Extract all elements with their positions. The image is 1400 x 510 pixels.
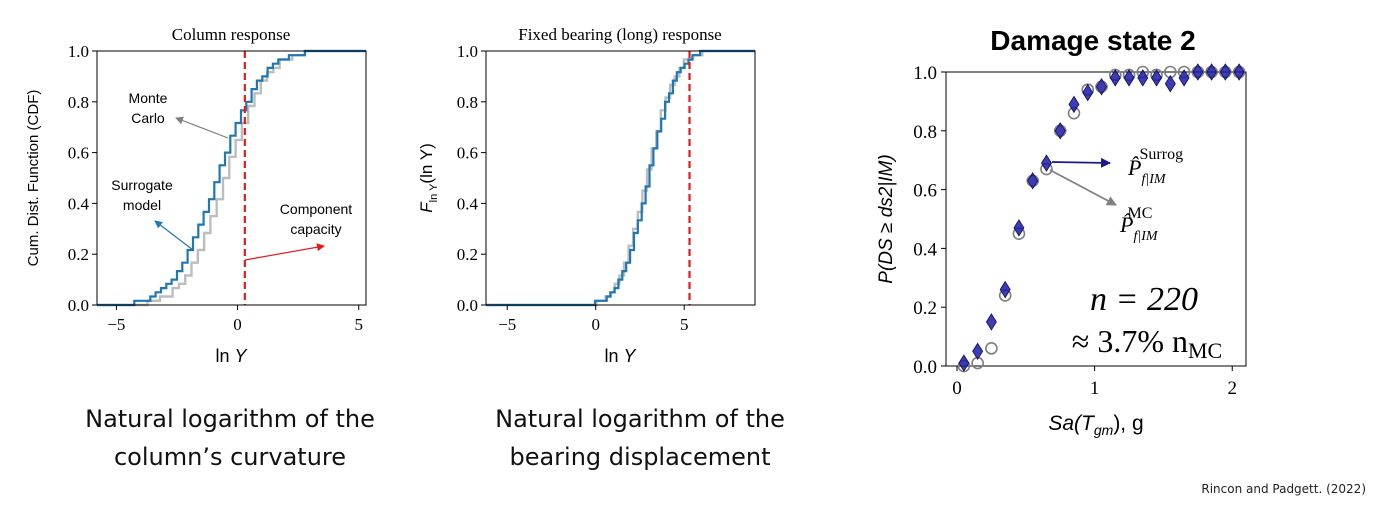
chart2-series-monte-carlo <box>486 49 755 307</box>
chart3-title: Damage state 2 <box>990 25 1195 56</box>
chart3-point-surrogate <box>1151 69 1163 87</box>
chart3-point-surrogate <box>1027 172 1039 190</box>
chart-damage-state-2: Damage state 2 0.0 0.2 0.4 0.6 0.8 1.0 0 1 2 P(D… <box>876 25 1247 438</box>
chart3-xtick-label: 0 <box>952 378 962 399</box>
chart1-ylabel: Cum. Dist. Function (CDF) <box>25 90 42 267</box>
annotation-surrogate: Surrogate <box>111 177 173 193</box>
chart3-point-surrogate <box>1109 69 1121 87</box>
chart3-xtick-label: 2 <box>1227 378 1237 399</box>
chart3-ytick-label: 0.8 <box>913 122 937 143</box>
annotation-percent: ≈ 3.7% nMC <box>1072 323 1222 363</box>
chart3-point-surrogate <box>1040 154 1052 172</box>
chart3-ytick-label: 0.6 <box>913 181 937 202</box>
caption-middle-line1: Natural logarithm of the <box>495 405 785 433</box>
chart3-ytick-label: 0.4 <box>913 239 937 260</box>
chart3-data-layer <box>957 63 1246 373</box>
chart2-ytick-label: 1.0 <box>457 42 478 61</box>
chart3-xtick-label: 1 <box>1090 378 1100 399</box>
chart3-point-surrogate <box>1164 75 1176 93</box>
chart2-title: Fixed bearing (long) response <box>518 25 721 44</box>
chart2-ytick-label: 0.8 <box>457 93 478 112</box>
arrow-surrogate <box>154 220 194 251</box>
chart3-point-surrogate <box>985 313 997 331</box>
chart3-point-surrogate <box>1233 63 1245 81</box>
arrow-monte-carlo <box>175 116 229 139</box>
caption-middle: Natural logarithm of the bearing displac… <box>450 400 830 476</box>
chart2-series-surrogate <box>486 49 755 307</box>
arrow-mc-legend <box>1049 169 1117 206</box>
caption-middle-line2: bearing displacement <box>509 443 771 471</box>
annotation-monte-carlo-2: Carlo <box>131 110 165 126</box>
legend-surrogate-label: P̂f|IMSurrog <box>1127 146 1183 187</box>
chart3-point-surrogate <box>1178 69 1190 87</box>
chart3-ticks: 0.0 0.2 0.4 0.6 0.8 1.0 0 1 2 <box>913 63 1237 399</box>
arrow-component-capacity <box>244 243 325 261</box>
chart3-point-surrogate <box>1013 219 1025 237</box>
chart1-xtick-label: 5 <box>354 315 363 334</box>
chart2-xlabel: ln Y <box>604 346 637 366</box>
caption-left-line2: column’s curvature <box>113 443 347 471</box>
chart3-point-surrogate <box>958 354 970 372</box>
chart3-point-surrogate <box>1082 83 1094 102</box>
chart2-ylabel: Fln Y(ln Y) <box>417 143 440 212</box>
chart-column-response: Column response 0.0 0.2 0.4 0.6 0.8 1.0 −5 0 5 C… <box>25 25 367 366</box>
chart3-point-surrogate <box>1137 69 1149 87</box>
chart1-ytick-label: 0.2 <box>68 245 89 264</box>
chart3-ytick-label: 0.2 <box>913 298 937 319</box>
chart-fixed-bearing: Fixed bearing (long) response 0.00.20.40… <box>417 25 756 366</box>
chart2-ticks: 0.0 0.2 0.4 0.6 0.8 1.0 −5 0 5 <box>457 42 689 334</box>
chart3-ytick-label: 0.0 <box>913 357 937 378</box>
citation: Rincon and Padgett. (2022) <box>1201 482 1366 496</box>
chart3-point-mc <box>985 342 998 355</box>
chart2-xtick-label: 5 <box>680 315 689 334</box>
chart3-point-surrogate <box>1192 63 1204 81</box>
chart3-ytick-label: 1.0 <box>913 63 937 84</box>
chart1-data-layer <box>97 49 366 307</box>
legend-mc-label: P̂f|IMMC <box>1119 205 1159 244</box>
annotation-n: n = 220 <box>1090 281 1198 318</box>
chart1-ytick-label: 0.4 <box>68 194 90 213</box>
arrow-surrogate-legend <box>1051 157 1111 168</box>
chart1-xtick-label: −5 <box>107 315 125 334</box>
chart3-xlabel: Sa(Tgm), g <box>1048 412 1143 438</box>
chart1-frame <box>96 50 367 306</box>
caption-left-line1: Natural logarithm of the <box>85 405 375 433</box>
chart3-point-surrogate <box>1054 122 1066 140</box>
chart1-ytick-label: 0.6 <box>68 144 89 163</box>
chart2-ytick-label: 0.0 <box>457 296 478 315</box>
annotation-component-capacity-2: capacity <box>290 221 341 237</box>
chart1-series-surrogate-model <box>97 49 366 307</box>
chart2-data-layer <box>486 49 755 307</box>
chart2-ytick-label: 0.2 <box>457 245 478 264</box>
chart3-point-surrogate <box>1096 77 1107 96</box>
chart2-ytick-label: 0.4 <box>457 194 479 213</box>
chart3-frame <box>945 71 1247 367</box>
chart2-frame <box>485 50 756 306</box>
chart3-point-surrogate <box>972 342 984 361</box>
chart1-xtick-label: 0 <box>233 315 242 334</box>
chart1-ytick-label: 0.8 <box>68 93 89 112</box>
chart3-point-surrogate <box>1123 69 1135 87</box>
chart2-xtick-label: −5 <box>498 315 516 334</box>
chart1-xlabel: ln Y <box>215 346 248 366</box>
annotation-monte-carlo: Monte <box>129 90 168 106</box>
chart2-ytick-label: 0.6 <box>457 144 478 163</box>
annotation-surrogate-2: model <box>123 197 161 213</box>
chart3-ylabel: P(DS ≥ ds2|IM) <box>876 154 897 283</box>
annotation-component-capacity: Component <box>280 201 352 217</box>
chart1-ytick-label: 1.0 <box>68 42 89 61</box>
chart3-point-surrogate <box>1206 63 1218 81</box>
chart1-title: Column response <box>172 25 291 44</box>
chart1-ytick-label: 0.0 <box>68 296 89 315</box>
chart3-point-surrogate <box>999 280 1011 299</box>
chart1-ticks: 0.0 0.2 0.4 0.6 0.8 1.0 −5 0 5 <box>68 42 363 334</box>
chart2-xtick-label: 0 <box>591 315 600 334</box>
chart3-point-surrogate <box>1219 63 1231 81</box>
caption-left: Natural logarithm of the column’s curvat… <box>40 400 420 476</box>
chart3-point-surrogate <box>1068 95 1080 114</box>
